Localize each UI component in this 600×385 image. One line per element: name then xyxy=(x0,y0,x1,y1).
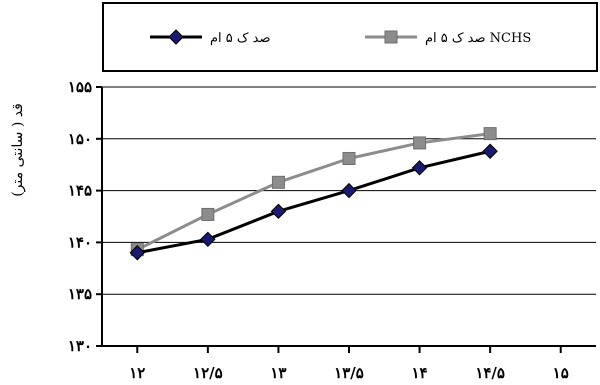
y-axis-title: قد ( سانتی متر) xyxy=(10,103,26,197)
legend-marker-series-1 xyxy=(168,29,184,45)
y-tick-label: ۱۳۰ xyxy=(68,337,92,355)
data-point-series-2 xyxy=(201,207,215,221)
data-point-series-1 xyxy=(482,143,498,159)
y-tick-label: ۱۵۰ xyxy=(68,130,92,148)
y-tick-label: ۱۴۵ xyxy=(68,182,92,200)
data-point-series-1 xyxy=(411,160,428,176)
legend-label-series-2: صد ک ۵ ام NCHS xyxy=(425,31,531,46)
legend-label-series-1: صد ک ۵ ام xyxy=(210,31,271,46)
series-line-1 xyxy=(137,149,491,255)
data-point-series-2 xyxy=(342,151,356,165)
x-tick-label: ۱۴/۵ xyxy=(475,364,505,382)
x-tick-label: ۱۲ xyxy=(129,364,145,382)
data-point-series-1 xyxy=(270,203,287,220)
y-tick-label: ۱۴۰ xyxy=(68,233,92,251)
x-tick-label: ۱۳ xyxy=(270,364,286,382)
data-point-series-2 xyxy=(413,136,427,150)
data-point-series-2 xyxy=(271,175,285,189)
x-tick-label: ۱۴ xyxy=(412,364,428,382)
series-layer xyxy=(129,127,498,261)
x-tick-label: ۱۲/۵ xyxy=(193,364,223,382)
data-point-series-1 xyxy=(200,231,216,247)
x-axis-ticks: ۱۲ ۱۲/۵ ۱۳ ۱۳/۵ ۱۴ ۱۴/۵ ۱۵ xyxy=(129,346,569,382)
x-tick-label: ۱۳/۵ xyxy=(334,364,364,382)
data-point-series-1 xyxy=(129,245,145,261)
y-axis-ticks: ۱۳۰ ۱۳۵ ۱۴۰ ۱۴۵ ۱۵۰ ۱۵۵ xyxy=(68,78,102,355)
plot-area: ۱۳۰ ۱۳۵ ۱۴۰ ۱۴۵ ۱۵۰ ۱۵۵ ۱۲ ۱۲/۵ ۱۳ ۱۳/۵ ۱۴ ۱۴/۵ ۱۵ xyxy=(68,78,596,382)
series-line-2 xyxy=(136,132,491,251)
legend: صد ک ۵ ام صد ک ۵ ام NCHS xyxy=(102,2,598,72)
legend-marker-series-2 xyxy=(384,30,398,44)
data-point-series-2 xyxy=(483,127,497,141)
plot-background xyxy=(102,87,596,346)
data-point-series-1 xyxy=(341,182,357,199)
y-tick-label: ۱۳۵ xyxy=(68,285,92,303)
y-tick-label: ۱۵۵ xyxy=(68,78,92,96)
x-tick-label: ۱۵ xyxy=(553,364,569,382)
